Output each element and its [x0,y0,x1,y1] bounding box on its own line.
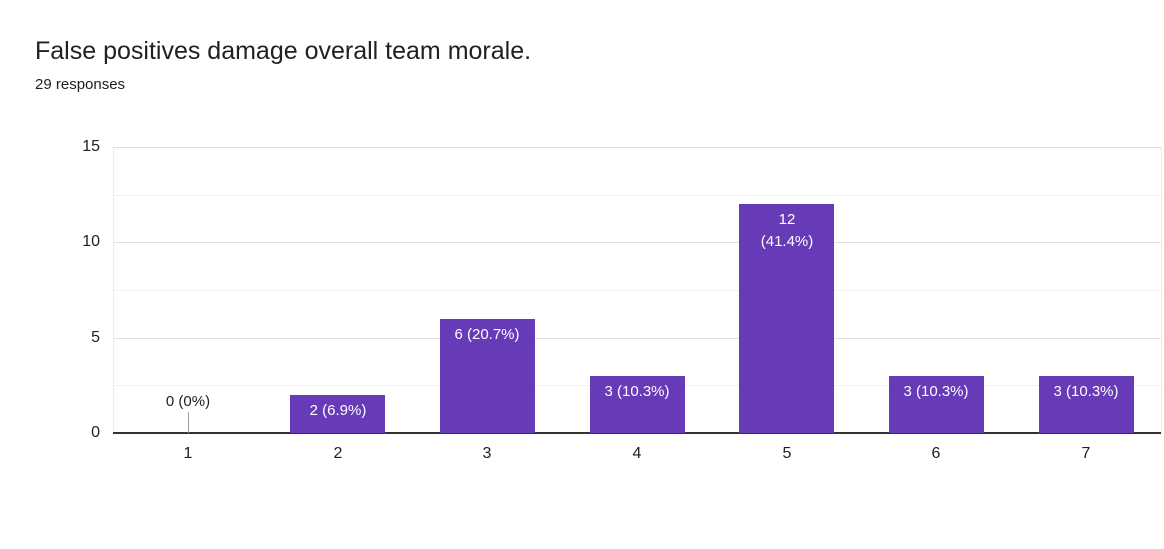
bar-value-label: 3 (10.3%) [604,383,670,400]
x-axis-category-label: 2 [333,445,343,462]
bar-category-7 [1039,376,1134,433]
bar-category-3 [440,319,535,433]
plot-border-right [1161,147,1162,433]
y-axis-tick-label: 0 [91,424,100,441]
bar-value-label: 6 (20.7%) [454,326,520,343]
x-axis-category-label: 3 [482,445,492,462]
gridline-y-5 [113,338,1161,339]
bar-category-4 [590,376,685,433]
x-axis-category-label: 5 [782,445,792,462]
gridline-y-12.5 [113,195,1161,196]
bar-category-5 [739,204,834,433]
y-axis-tick-label: 10 [82,233,100,250]
bar-value-label: 3 (10.3%) [1053,383,1119,400]
y-axis-tick-label: 5 [91,329,100,346]
x-axis-category-label: 4 [632,445,642,462]
bar-value-label: 3 (10.3%) [903,383,969,400]
gridline-y-15 [113,147,1161,148]
x-axis-category-label: 6 [931,445,941,462]
response-count: 29 responses [35,76,126,93]
bar-value-label: 2 (6.9%) [309,402,367,419]
gridline-y-7.5 [113,290,1161,291]
x-axis-category-label: 7 [1081,445,1091,462]
bar-value-label: 0 (0%) [165,393,211,410]
bar-category-6 [889,376,984,433]
bar-value-label: 12 (41.4%) [760,211,814,250]
y-axis-tick-label: 15 [82,138,100,155]
x-axis-category-label: 1 [183,445,193,462]
x-axis-line [113,432,1161,434]
question-title: False positives damage overall team mora… [35,37,532,65]
gridline-y-10 [113,242,1161,243]
bar-category-2 [290,395,385,433]
zero-value-tick [188,412,189,433]
